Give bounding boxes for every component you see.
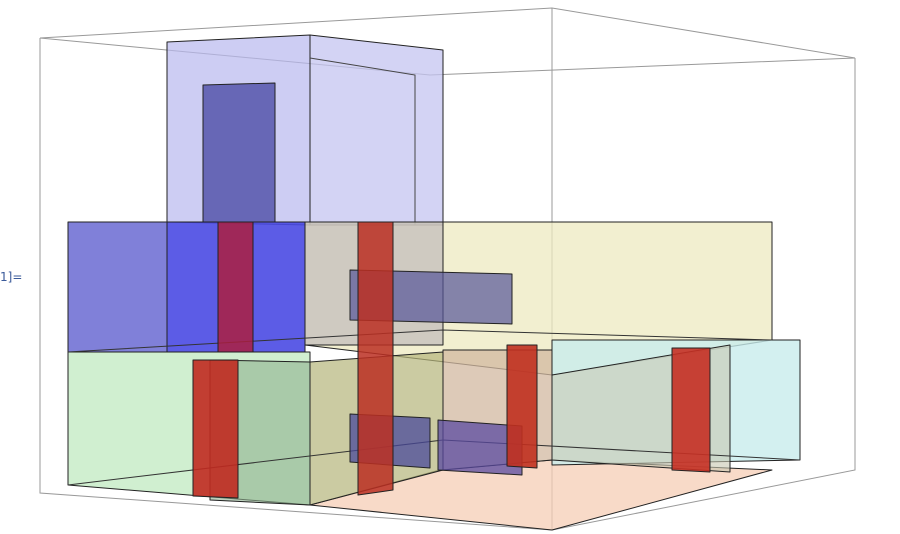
bounding-box-edge <box>39 37 856 76</box>
column <box>217 221 254 353</box>
output-label: 1]= <box>0 270 22 284</box>
tower-window <box>202 82 276 223</box>
window <box>437 419 523 476</box>
column <box>671 347 711 473</box>
floor-edge <box>67 329 773 353</box>
bounding-box-edge <box>39 7 856 59</box>
column <box>192 359 239 499</box>
tower-edge <box>309 57 416 225</box>
column <box>506 344 538 469</box>
graphics-3d <box>39 7 856 531</box>
column <box>357 221 394 496</box>
tower-face <box>309 34 444 226</box>
